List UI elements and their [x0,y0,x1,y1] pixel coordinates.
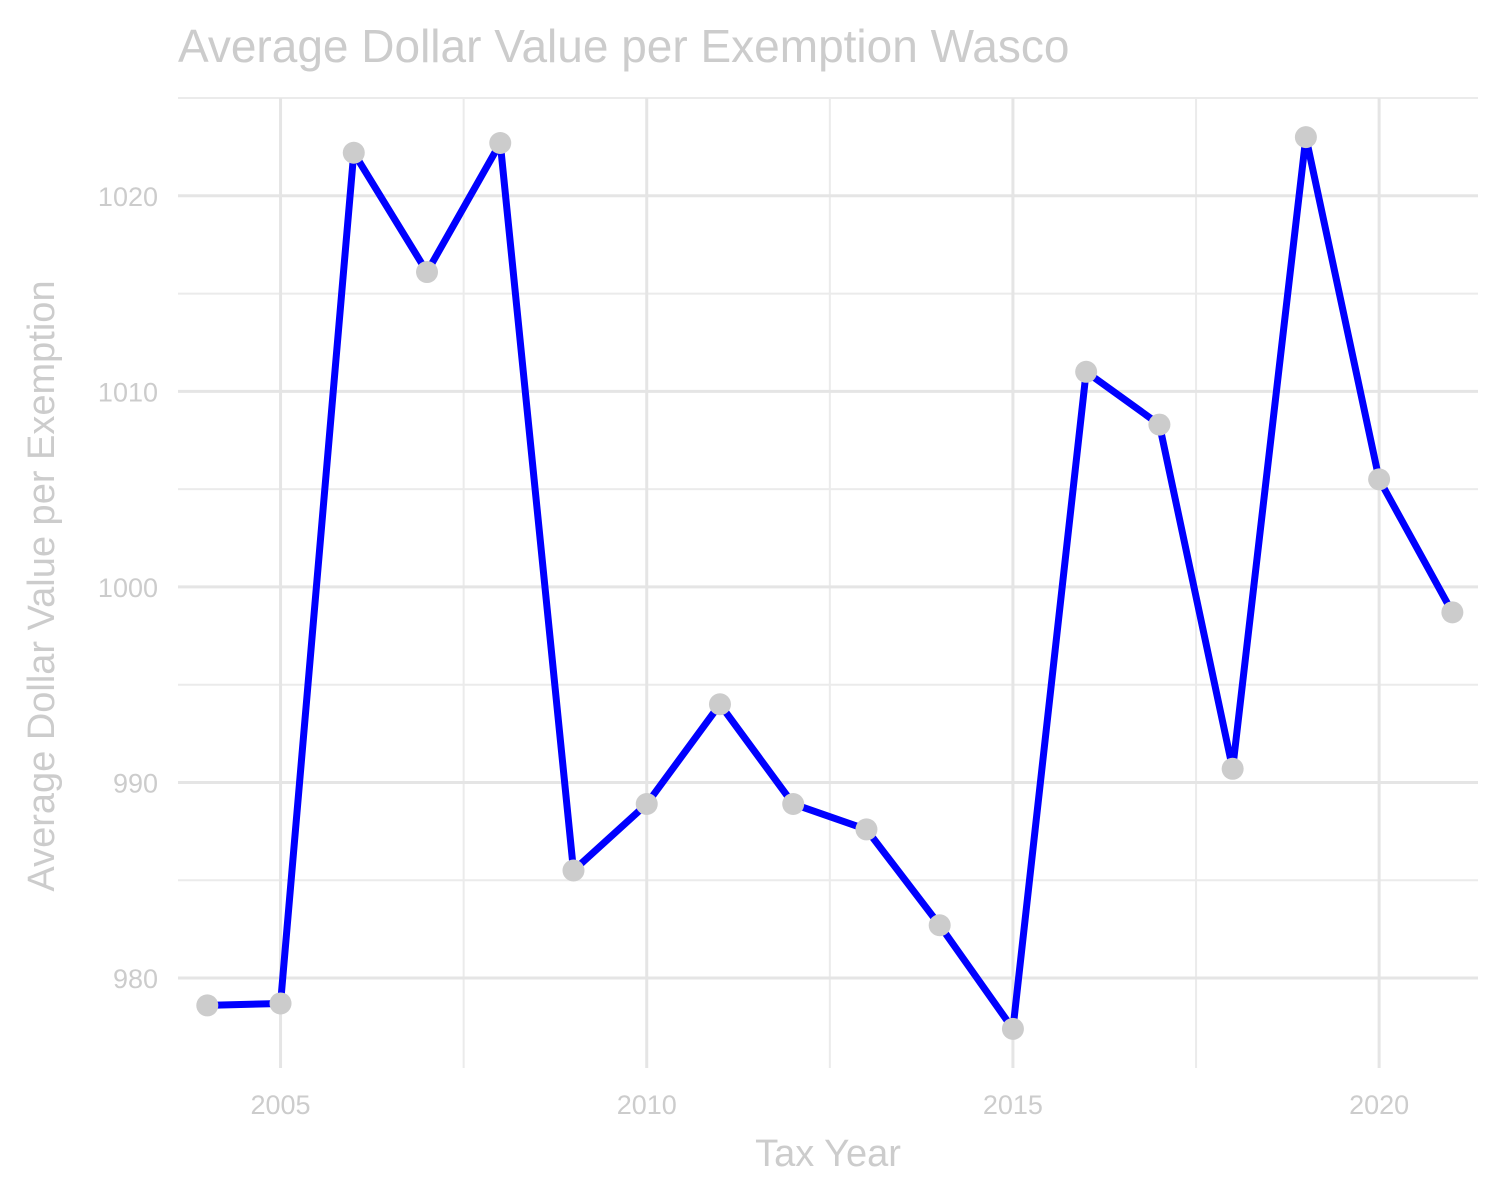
data-point [196,994,219,1017]
data-point [782,792,805,815]
y-tick-label: 1010 [98,377,158,407]
data-point [708,693,731,716]
data-point [269,992,292,1015]
x-tick-label: 2005 [250,1090,310,1120]
data-point [635,792,658,815]
y-axis-title: Average Dollar Value per Exemption [21,280,63,891]
data-point [928,914,951,937]
grid [178,97,1478,1068]
series-line [207,133,1456,1033]
x-axis-title: Tax Year [755,1133,901,1175]
y-tick-label: 990 [113,768,158,798]
x-tick-label: 2020 [1349,1090,1409,1120]
data-point [1441,601,1464,624]
data-point [1148,413,1171,436]
data-point [1075,360,1098,383]
y-tick-label: 980 [113,964,158,994]
data-point [562,859,585,882]
data-point [1368,468,1391,491]
x-tick-label: 2015 [983,1090,1043,1120]
data-point [1294,126,1317,149]
data-point [1221,757,1244,780]
data-point [855,818,878,841]
x-tick-label: 2010 [617,1090,677,1120]
series [196,126,1464,1040]
data-point [416,261,439,284]
chart-title: Average Dollar Value per Exemption Wasco [178,20,1069,72]
data-point [489,131,512,154]
x-axis: 2005 2010 2015 2020 [250,1090,1409,1120]
y-tick-label: 1000 [98,573,158,603]
data-point [342,141,365,164]
data-point [1001,1017,1024,1040]
y-tick-label: 1020 [98,182,158,212]
y-axis: 980 990 1000 1010 1020 [98,182,158,994]
